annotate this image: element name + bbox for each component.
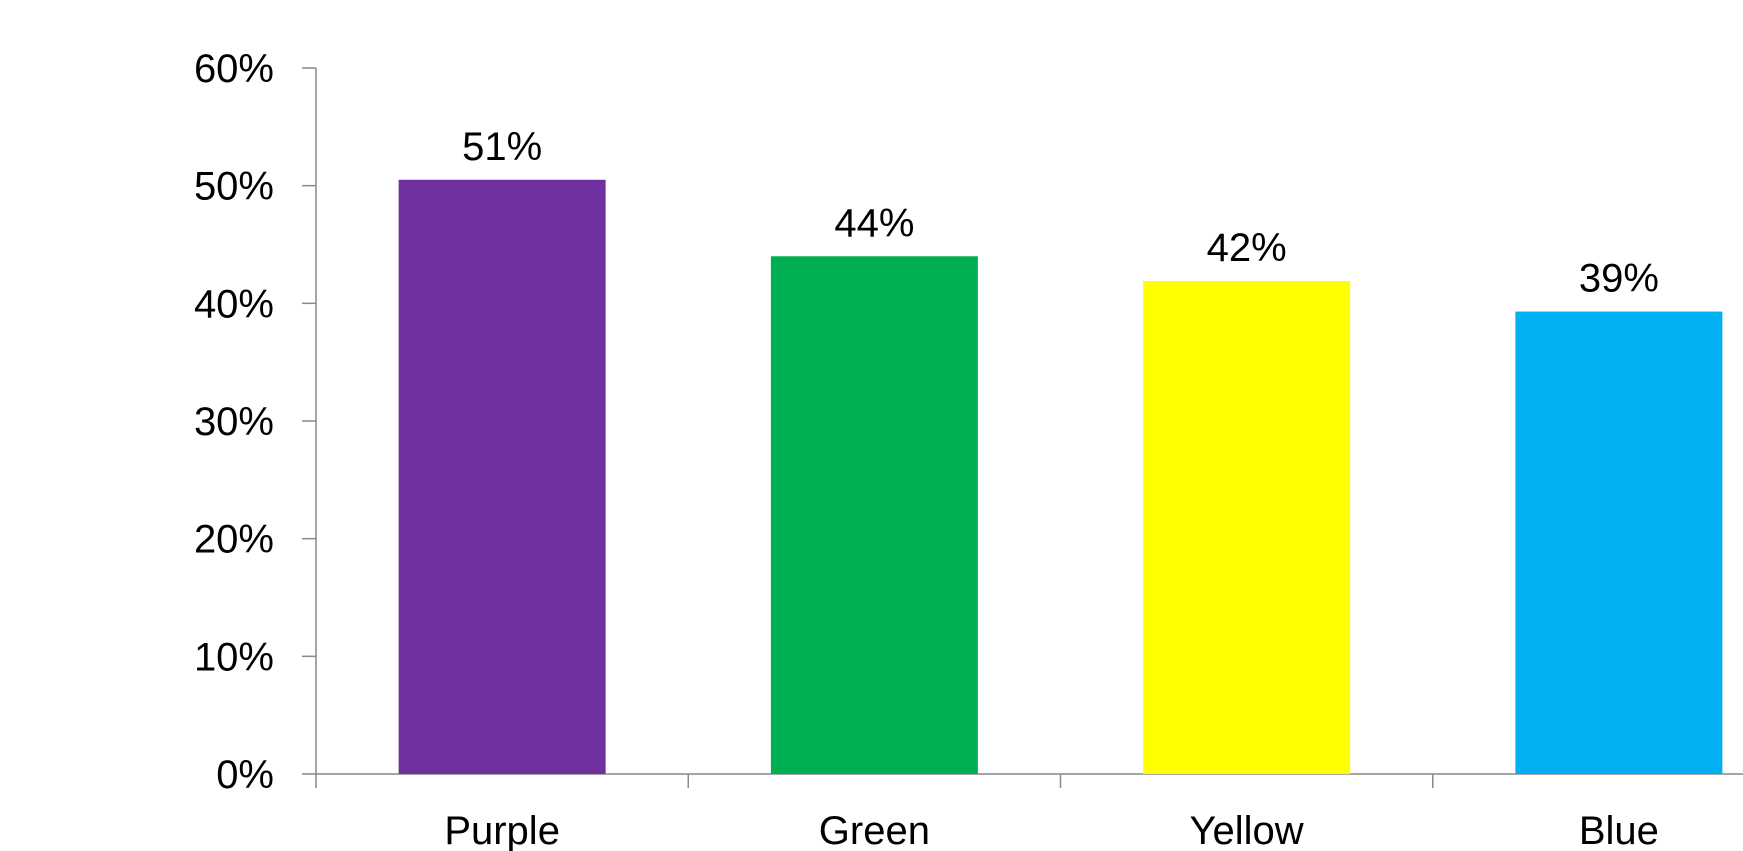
data-label-yellow: 42% bbox=[1207, 226, 1287, 270]
bars bbox=[398, 179, 1723, 775]
y-tick-label: 0% bbox=[216, 753, 274, 797]
y-axis: 0% 10% 20% 30% 40% 50% 60% bbox=[194, 47, 317, 797]
bar-blue bbox=[1515, 311, 1723, 774]
data-label-purple: 51% bbox=[462, 125, 542, 169]
y-tick-label: 10% bbox=[194, 635, 274, 679]
category-label-green: Green bbox=[819, 809, 930, 851]
bar-green bbox=[770, 256, 978, 774]
data-label-green: 44% bbox=[834, 201, 914, 245]
bar-yellow bbox=[1143, 280, 1351, 774]
bar-purple bbox=[398, 179, 606, 775]
data-labels: 51% 44% 42% 39% bbox=[462, 125, 1659, 301]
category-labels: Purple Green Yellow Blue bbox=[444, 809, 1659, 851]
category-label-purple: Purple bbox=[444, 809, 560, 851]
y-tick-label: 20% bbox=[194, 518, 274, 562]
y-tick-label: 40% bbox=[194, 282, 274, 326]
y-tick-label: 50% bbox=[194, 165, 274, 209]
category-label-yellow: Yellow bbox=[1190, 809, 1304, 851]
data-label-blue: 39% bbox=[1579, 257, 1659, 301]
category-label-blue: Blue bbox=[1579, 809, 1659, 851]
x-axis bbox=[315, 773, 1743, 788]
y-tick-label: 30% bbox=[194, 400, 274, 444]
y-tick-label: 60% bbox=[194, 47, 274, 91]
